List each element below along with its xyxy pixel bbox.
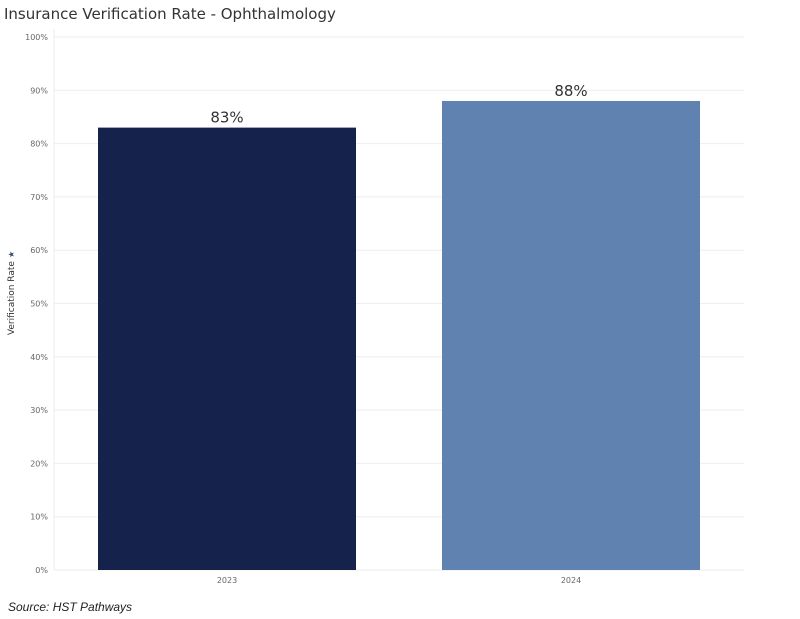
data-labels: 83% 88% — [210, 82, 587, 127]
bar-2024[interactable] — [442, 100, 700, 571]
y-tick-label: 60% — [30, 246, 48, 255]
y-tick-label: 40% — [30, 353, 48, 362]
y-tick-label: 70% — [30, 193, 48, 202]
data-label-2023: 83% — [210, 109, 243, 127]
y-axis-ticks: 0% 10% 20% 30% 40% 50% 60% 70% 80% 90% 100% — [25, 33, 48, 575]
y-tick-label: 10% — [30, 513, 48, 522]
y-tick-label: 50% — [30, 300, 48, 309]
x-tick-label: 2023 — [217, 576, 237, 585]
y-tick-label: 90% — [30, 86, 48, 95]
y-tick-label: 0% — [35, 566, 48, 575]
x-tick-label: 2024 — [561, 576, 581, 585]
y-tick-label: 30% — [30, 406, 48, 415]
x-axis-ticks: 2023 2024 — [217, 576, 581, 585]
y-tick-label: 20% — [30, 459, 48, 468]
y-tick-label: 80% — [30, 140, 48, 149]
bar-2023[interactable] — [98, 127, 356, 571]
source-note: Source: HST Pathways — [8, 600, 133, 614]
bars — [98, 100, 700, 571]
chart-title: Insurance Verification Rate - Ophthalmol… — [4, 5, 336, 23]
y-tick-label: 100% — [25, 33, 48, 42]
data-label-2024: 88% — [554, 82, 587, 100]
